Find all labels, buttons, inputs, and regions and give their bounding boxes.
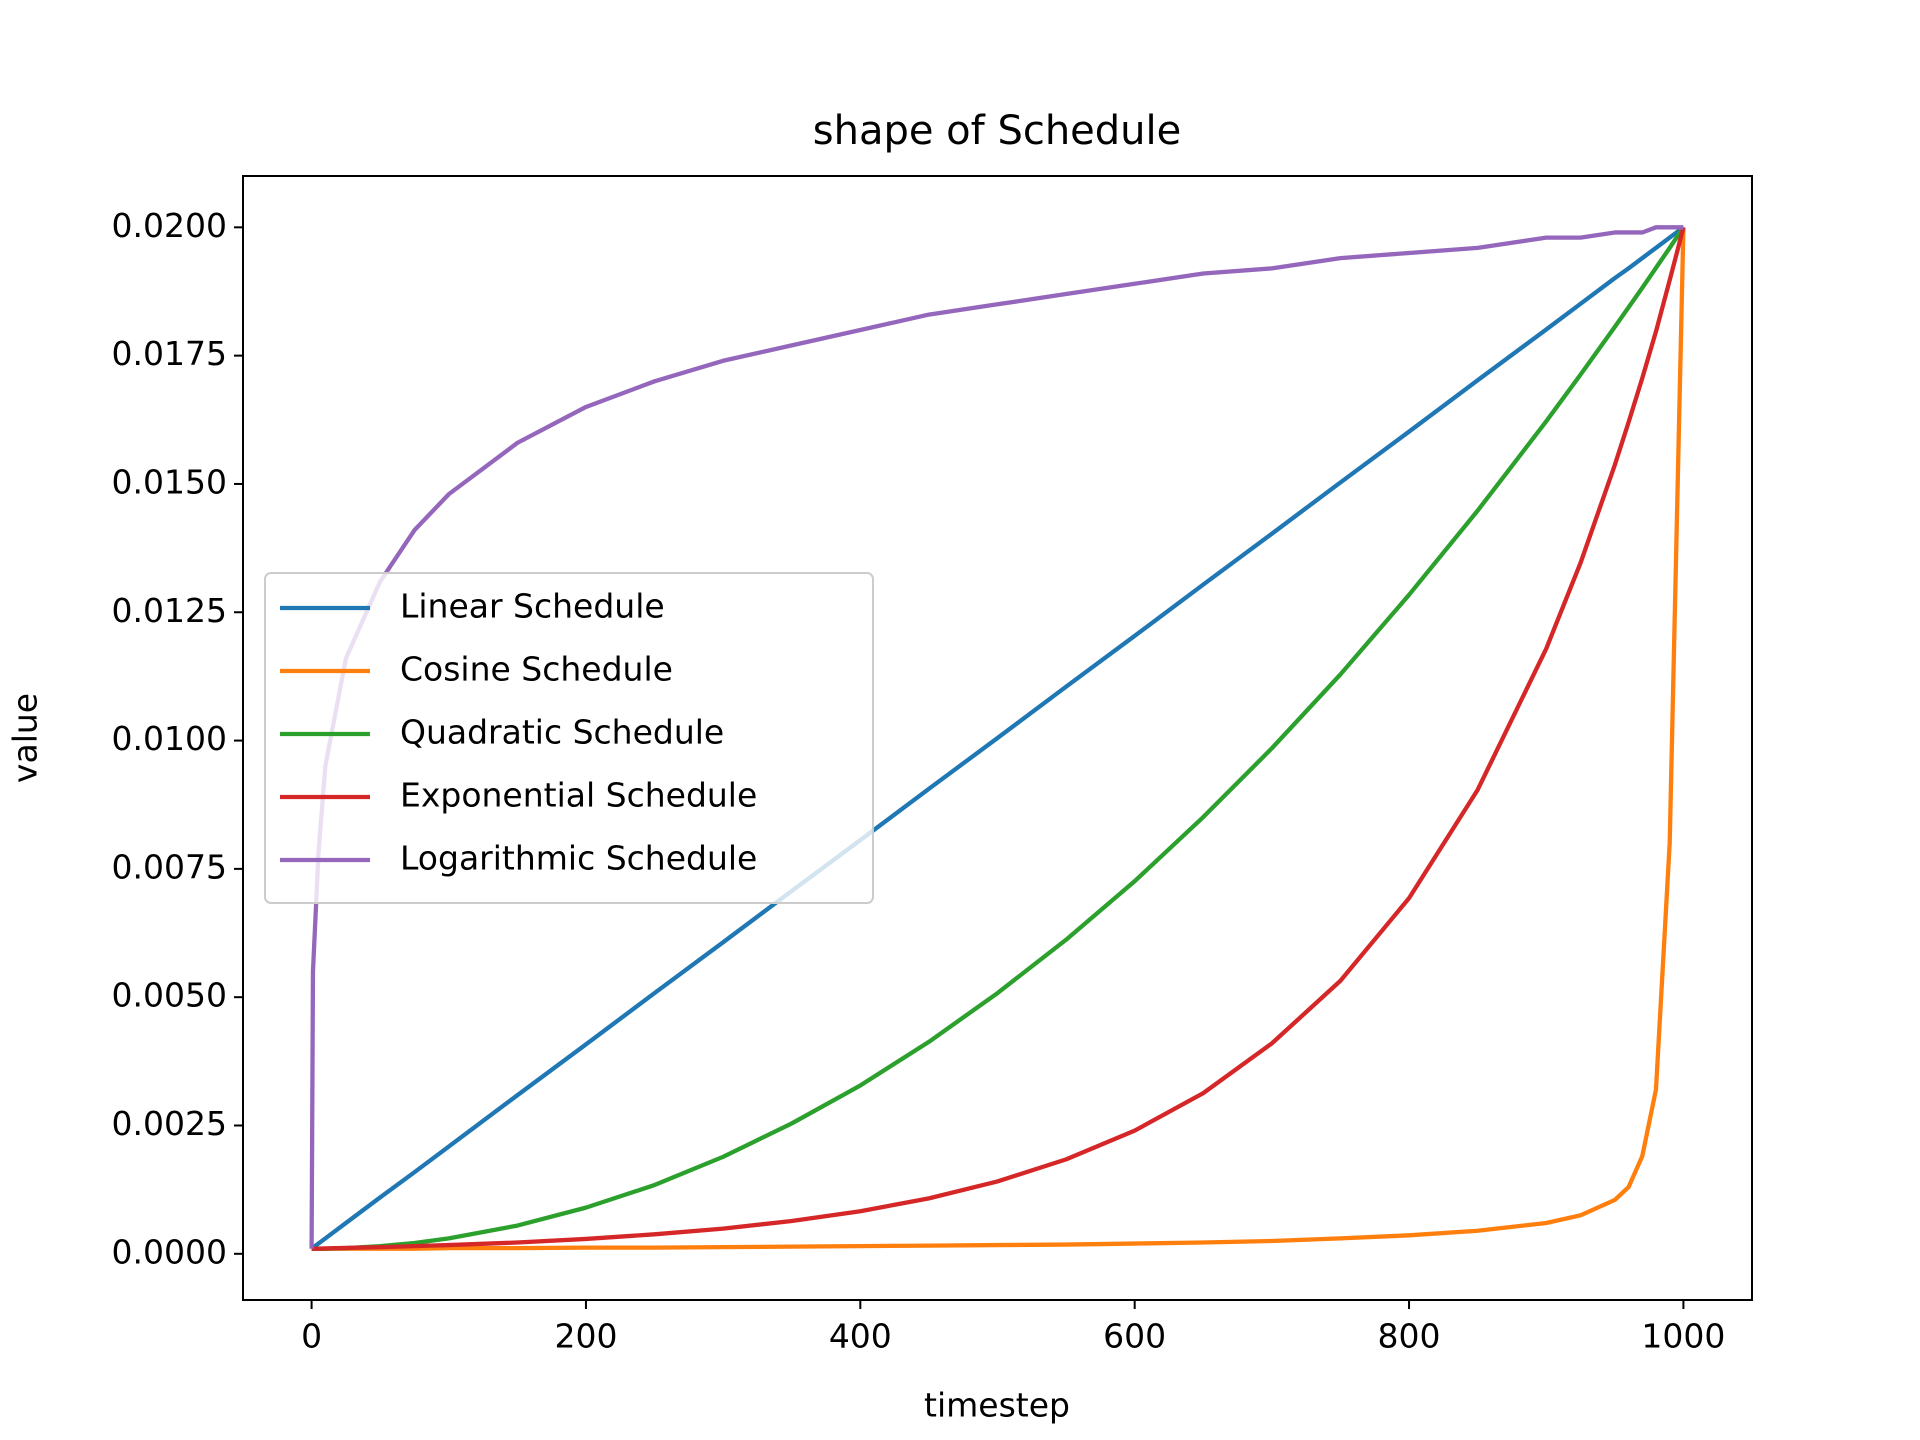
legend-label: Linear Schedule bbox=[400, 587, 665, 626]
legend-label: Cosine Schedule bbox=[400, 650, 673, 689]
y-tick-label: 0.0150 bbox=[112, 462, 227, 501]
x-tick-label: 0 bbox=[301, 1317, 322, 1356]
y-tick-label: 0.0100 bbox=[112, 719, 227, 758]
x-tick-label: 200 bbox=[554, 1317, 617, 1356]
y-tick-label: 0.0125 bbox=[112, 591, 227, 630]
series-line bbox=[310, 226, 1686, 1251]
legend-box bbox=[264, 572, 874, 904]
y-tick-label: 0.0050 bbox=[112, 976, 227, 1015]
series-line bbox=[310, 225, 1685, 1251]
y-tick-label: 0.0025 bbox=[112, 1104, 227, 1143]
y-tick-label: 0.0175 bbox=[112, 334, 227, 373]
legend-label: Exponential Schedule bbox=[400, 776, 757, 815]
axes-frame bbox=[242, 175, 1753, 1301]
x-tick-label: 400 bbox=[829, 1317, 892, 1356]
y-tick-label: 0.0200 bbox=[112, 206, 227, 245]
x-tick-label: 600 bbox=[1103, 1317, 1166, 1356]
chart-title: shape of Schedule bbox=[813, 108, 1182, 154]
x-tick-label: 800 bbox=[1378, 1317, 1441, 1356]
x-tick-label: 1000 bbox=[1641, 1317, 1725, 1356]
legend-label: Quadratic Schedule bbox=[400, 713, 724, 752]
legend-label: Logarithmic Schedule bbox=[400, 839, 757, 878]
legend: Linear Schedule Cosine Schedule Quadratic … bbox=[264, 572, 874, 904]
x-axis-label: timestep bbox=[924, 1386, 1070, 1425]
y-tick-label: 0.0075 bbox=[112, 847, 227, 886]
y-tick-label: 0.0000 bbox=[112, 1232, 227, 1271]
y-axis-label: value bbox=[6, 693, 45, 783]
plot-area bbox=[309, 225, 1686, 1251]
